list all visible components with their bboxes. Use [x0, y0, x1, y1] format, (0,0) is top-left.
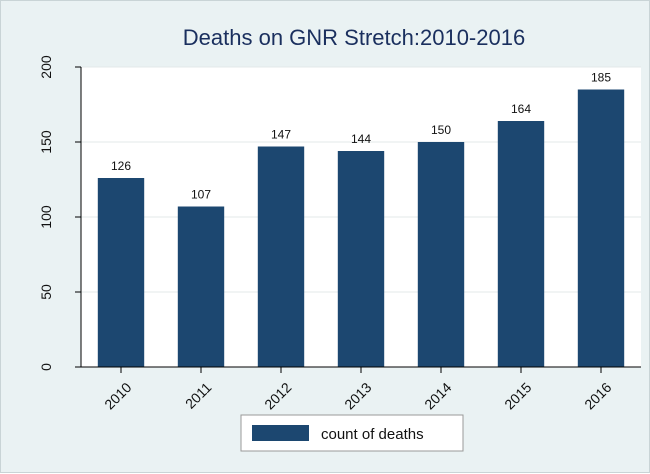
bar-2015 — [497, 121, 545, 367]
bar-2012 — [257, 146, 305, 367]
legend-label: count of deaths — [321, 426, 424, 443]
data-label-2016: 185 — [591, 71, 611, 85]
bars — [97, 89, 625, 367]
y-tick-label: 200 — [38, 55, 54, 79]
x-tick-label-2012: 2012 — [261, 379, 294, 412]
data-label-2014: 150 — [431, 123, 451, 137]
data-label-2010: 126 — [111, 159, 131, 173]
x-tick-label-2016: 2016 — [581, 379, 614, 412]
y-tick-label: 0 — [38, 363, 54, 371]
y-axis-ticks: 0 50 100 150 200 — [38, 55, 81, 371]
y-tick-label: 100 — [38, 205, 54, 229]
x-tick-label-2011: 2011 — [182, 379, 215, 412]
data-label-2011: 107 — [191, 188, 211, 202]
y-tick-label: 150 — [38, 130, 54, 154]
bar-2016 — [577, 89, 625, 367]
x-axis-ticks: 2010 2011 2012 2013 2014 2015 2016 — [101, 367, 615, 413]
x-tick-label-2010: 2010 — [101, 379, 134, 412]
data-labels: 126 107 147 144 150 164 185 — [111, 71, 611, 202]
legend-swatch — [252, 425, 309, 441]
bar-2013 — [337, 151, 385, 367]
chart-title: Deaths on GNR Stretch:2010-2016 — [183, 25, 525, 50]
x-tick-label-2015: 2015 — [501, 379, 534, 412]
data-label-2012: 147 — [271, 128, 291, 142]
x-tick-label-2013: 2013 — [341, 379, 374, 412]
y-tick-label: 50 — [38, 284, 54, 300]
bar-2014 — [417, 142, 465, 367]
legend: count of deaths — [240, 414, 464, 452]
bar-2011 — [177, 206, 225, 367]
x-tick-label-2014: 2014 — [421, 379, 454, 412]
bar-2010 — [97, 178, 145, 367]
data-label-2015: 164 — [511, 102, 531, 116]
data-label-2013: 144 — [351, 132, 371, 146]
